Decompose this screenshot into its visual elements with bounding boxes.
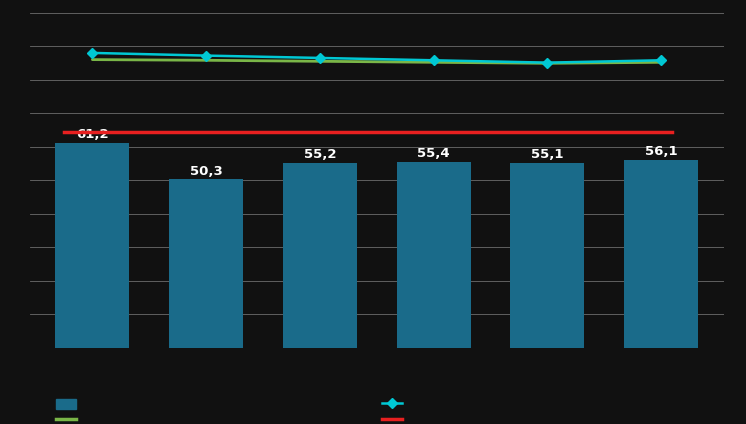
Bar [624,160,698,348]
Text: 50,3: 50,3 [189,165,222,178]
Bar [55,143,129,348]
Text: 61,2: 61,2 [76,128,109,141]
Text: 56,1: 56,1 [645,145,677,158]
Bar [510,163,584,348]
Bar [397,162,471,348]
Legend: , : , [382,399,406,424]
Bar [169,179,243,348]
Text: 55,1: 55,1 [531,148,563,162]
Bar [283,163,357,348]
Text: 55,2: 55,2 [304,148,336,161]
Text: 55,4: 55,4 [417,148,450,160]
